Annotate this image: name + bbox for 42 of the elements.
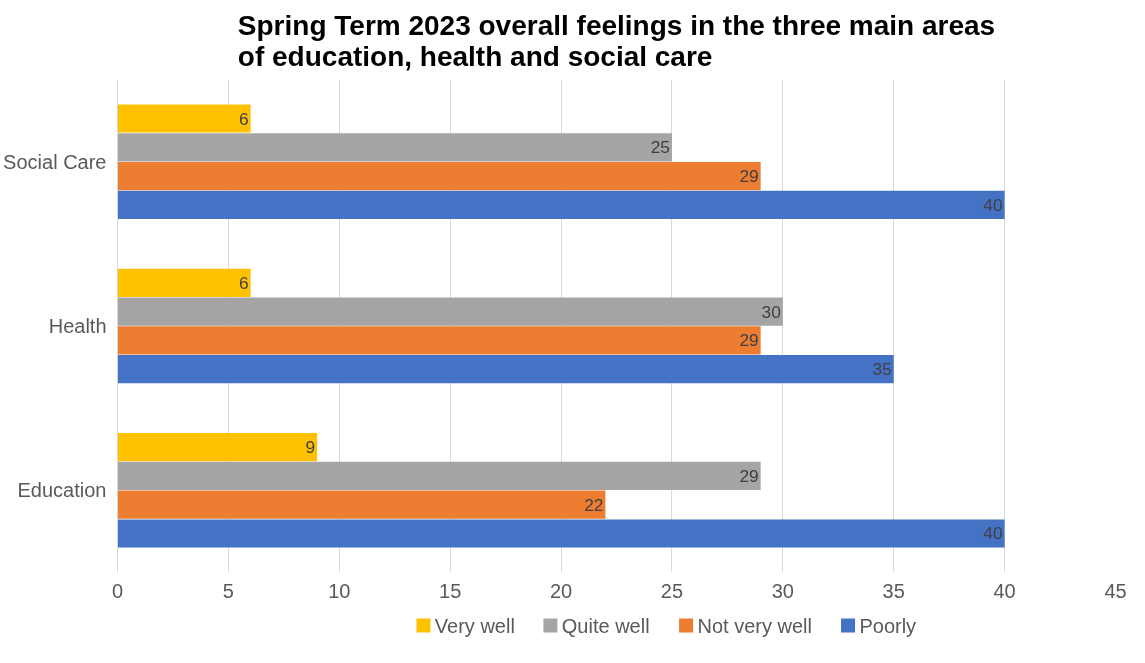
legend-label: Quite well bbox=[561, 614, 650, 637]
x-tick-label: 30 bbox=[771, 579, 794, 602]
x-tick-label: 5 bbox=[222, 579, 234, 602]
data-label: 30 bbox=[761, 301, 781, 322]
bar bbox=[117, 161, 761, 191]
legend-label: Very well bbox=[434, 614, 515, 637]
data-label: 35 bbox=[872, 359, 892, 380]
data-label: 25 bbox=[650, 137, 670, 158]
x-tick-label: 35 bbox=[882, 579, 905, 602]
legend-label: Poorly bbox=[859, 614, 917, 637]
bar bbox=[117, 433, 318, 462]
bar bbox=[117, 355, 894, 384]
data-label: 40 bbox=[983, 194, 1003, 215]
x-tick-label: 0 bbox=[111, 579, 124, 602]
data-label: 29 bbox=[739, 465, 759, 486]
bar bbox=[117, 519, 1005, 548]
data-label: 22 bbox=[584, 494, 604, 515]
x-tick-label: 15 bbox=[439, 579, 462, 602]
y-tick-label: Education bbox=[17, 479, 107, 502]
bar bbox=[117, 461, 761, 491]
y-tick-label: Social Care bbox=[3, 150, 107, 173]
x-tick-label: 10 bbox=[328, 579, 351, 602]
bar bbox=[117, 190, 1005, 219]
x-tick-label: 25 bbox=[660, 579, 684, 602]
bar bbox=[117, 268, 251, 297]
data-label: 40 bbox=[983, 523, 1003, 544]
bar bbox=[117, 490, 606, 519]
bar bbox=[117, 133, 672, 162]
data-label: 6 bbox=[238, 272, 249, 293]
data-label: 6 bbox=[238, 108, 249, 129]
bar bbox=[117, 326, 761, 355]
bar bbox=[117, 297, 783, 326]
legend-label: Not very well bbox=[697, 614, 812, 637]
x-tick-label: 45 bbox=[1104, 579, 1127, 602]
data-label: 9 bbox=[305, 437, 316, 458]
data-label: 29 bbox=[739, 166, 759, 187]
x-tick-label: 40 bbox=[993, 579, 1016, 602]
data-label: 29 bbox=[739, 330, 759, 351]
y-tick-label: Health bbox=[48, 315, 107, 337]
bar bbox=[117, 104, 251, 133]
chart-title: Spring Term 2023 overall feelings in the three main areas of education, health and social care bbox=[237, 10, 996, 72]
x-tick-label: 20 bbox=[549, 579, 573, 602]
